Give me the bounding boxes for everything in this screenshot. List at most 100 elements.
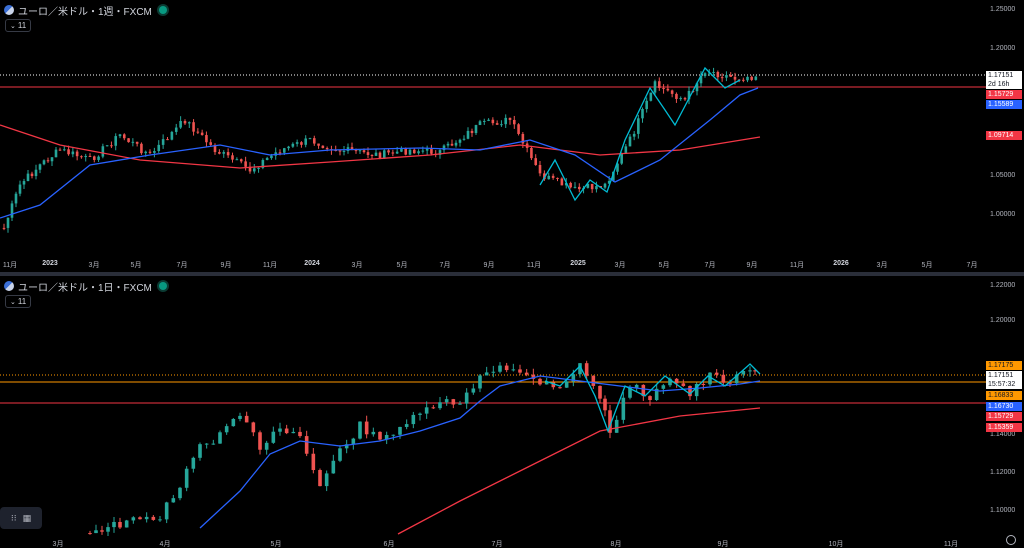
weekly-symbol-legend[interactable]: ユーロ／米ドル・1週・FXCM: [4, 3, 167, 18]
candle-body: [50, 157, 54, 162]
candle-body: [124, 520, 129, 528]
candle-body: [687, 90, 691, 100]
daily-chart-canvas[interactable]: [0, 276, 1024, 548]
candle-body: [331, 460, 336, 474]
eurusd-flag-icon: [4, 281, 14, 291]
candle-body: [645, 100, 648, 110]
candle-body: [248, 166, 252, 172]
candle-body: [668, 378, 672, 386]
candle-body: [191, 457, 196, 469]
candle-body: [144, 151, 148, 154]
candle-body: [511, 369, 516, 371]
candle-body: [278, 428, 282, 432]
candle-body: [404, 424, 409, 427]
daily-long-ma-line: [397, 407, 761, 535]
candle-body: [192, 122, 195, 132]
candle-body: [462, 138, 466, 140]
candle-body: [681, 383, 686, 386]
candle-body: [544, 382, 549, 385]
candle-body: [478, 121, 482, 126]
date-tick: 11月: [943, 541, 959, 548]
date-tick: 5月: [396, 262, 408, 269]
candle-body: [224, 426, 229, 433]
candle-body: [695, 83, 699, 92]
candle-body: [666, 88, 670, 91]
date-tick: 9月: [220, 262, 232, 269]
candle-body: [742, 79, 745, 81]
candle-body: [725, 75, 728, 78]
candle-body: [741, 370, 746, 375]
candle-body: [75, 151, 79, 157]
weekly-short-ma-line: [0, 87, 759, 219]
weekly-chart-pane[interactable]: ユーロ／米ドル・1週・FXCM ⌄ 11 1.25000 1.20000 1.0…: [0, 0, 1024, 272]
weekly-chart-canvas[interactable]: [0, 0, 1024, 272]
gear-icon[interactable]: [1006, 535, 1016, 545]
candle-body: [291, 431, 296, 434]
candle-body: [487, 119, 490, 121]
candle-body: [238, 415, 242, 419]
candle-body: [674, 378, 679, 384]
candle-body: [534, 158, 538, 165]
candle-body: [284, 428, 289, 434]
candle-body: [438, 402, 442, 409]
candle-body: [577, 186, 581, 190]
candle-body: [621, 397, 626, 420]
candle-body: [694, 383, 699, 397]
daily-indicator-count: 11: [17, 297, 27, 306]
candle-body: [196, 131, 200, 133]
candle-body: [571, 374, 576, 382]
weekly-price-tick: 1.00000: [990, 211, 1016, 218]
candle-body: [699, 75, 703, 84]
candle-body: [10, 203, 14, 218]
candle-body: [261, 160, 265, 168]
candle-body: [300, 142, 303, 145]
candle-body: [708, 372, 712, 385]
candle-body: [703, 73, 707, 76]
chevron-down-icon: ⌄: [10, 298, 16, 306]
handle-icon[interactable]: ⁝⁝: [10, 512, 17, 523]
candle-body: [504, 365, 509, 371]
candle-body: [607, 180, 611, 184]
candle-body: [171, 498, 176, 503]
grid-icon[interactable]: ▦: [22, 512, 32, 523]
date-tick: 2024: [304, 260, 320, 267]
daily-countdown-tag: 15:57:32: [986, 380, 1022, 389]
candle-body: [603, 398, 607, 411]
candle-body: [624, 146, 628, 154]
candle-body: [371, 431, 376, 435]
candle-body: [231, 155, 234, 160]
candle-body: [474, 125, 478, 134]
candle-body: [688, 385, 692, 397]
candle-body: [354, 150, 358, 152]
candle-body: [105, 145, 109, 147]
daily-chart-pane[interactable]: ユーロ／米ドル・1日・FXCM ⌄ 11 1.22000 1.20000 1.1…: [0, 276, 1024, 548]
candle-body: [138, 517, 142, 520]
candle-body: [411, 414, 416, 425]
candle-body: [148, 151, 152, 153]
weekly-price-tick: 1.25000: [990, 6, 1016, 13]
candle-body: [151, 516, 156, 520]
candle-body: [614, 419, 619, 433]
candle-body: [222, 152, 226, 154]
candle-body: [84, 155, 88, 158]
candle-body: [153, 151, 156, 153]
daily-symbol-legend[interactable]: ユーロ／米ドル・1日・FXCM: [4, 279, 167, 294]
candle-body: [54, 149, 58, 158]
candle-body: [569, 182, 572, 188]
candle-body: [408, 149, 412, 155]
date-tick: 3月: [876, 262, 888, 269]
candle-body: [298, 431, 302, 437]
date-tick: 9月: [717, 541, 729, 548]
daily-indicators-toggle[interactable]: ⌄ 11: [5, 295, 32, 308]
candle-body: [184, 468, 189, 488]
weekly-indicators-toggle[interactable]: ⌄ 11: [5, 19, 32, 32]
drawing-toolbox[interactable]: ⁝⁝ ▦: [0, 507, 42, 529]
candle-body: [498, 365, 502, 372]
candle-body: [264, 442, 269, 450]
candle-body: [118, 521, 122, 528]
candle-body: [675, 93, 678, 99]
candle-body: [170, 131, 174, 140]
pane-divider[interactable]: [0, 272, 1024, 276]
candle-body: [679, 98, 683, 100]
candle-body: [590, 183, 594, 190]
